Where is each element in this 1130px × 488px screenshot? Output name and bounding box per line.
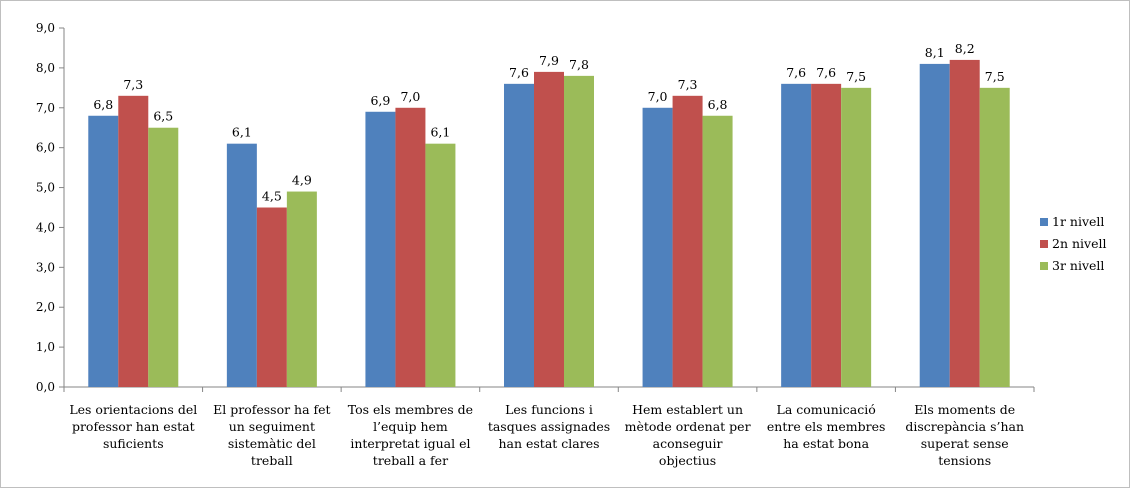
category-label: entre els membres bbox=[767, 419, 886, 434]
legend: 1r nivell 2n nivell 3r nivell bbox=[1040, 214, 1106, 273]
bar-1-1 bbox=[88, 115, 119, 387]
data-label: 6,1 bbox=[232, 125, 252, 140]
category-label: mètode ordenat per bbox=[625, 419, 751, 434]
bar-3-1 bbox=[148, 127, 179, 387]
category-label: ha estat bona bbox=[783, 436, 869, 451]
bar-2-7 bbox=[949, 59, 980, 388]
bar-2-1 bbox=[118, 95, 149, 388]
data-label: 7,5 bbox=[985, 69, 1005, 84]
y-axis: 0,0 1,0 2,0 3,0 4,0 5,0 6,0 7,0 8,0 9,0 bbox=[36, 21, 65, 394]
y-tick-label: 7,0 bbox=[36, 101, 55, 115]
bar-3-5 bbox=[702, 115, 733, 387]
bar-1-4 bbox=[504, 83, 534, 387]
bar-2-4 bbox=[534, 71, 564, 387]
bar-1-6 bbox=[781, 83, 812, 387]
data-label: 7,0 bbox=[648, 89, 668, 104]
data-label: 7,6 bbox=[816, 65, 836, 80]
bar-3-4 bbox=[564, 75, 594, 387]
bar-1-2 bbox=[226, 143, 257, 387]
bar-1-5 bbox=[642, 107, 673, 388]
data-labels: 6,8 7,3 6,5 6,1 4,5 4,9 6,9 7,0 6,1 7,6 7,9 7,8 7,0 7… bbox=[93, 41, 1004, 204]
category-label: discrepància s’han bbox=[905, 419, 1024, 434]
bar-2-2 bbox=[256, 207, 287, 387]
category-label: La comunicació bbox=[777, 402, 876, 417]
category-label: tensions bbox=[938, 453, 991, 468]
legend-swatch bbox=[1040, 262, 1048, 270]
bar-1-7 bbox=[919, 63, 950, 388]
y-tick-label: 0,0 bbox=[36, 380, 55, 394]
y-tick-label: 6,0 bbox=[36, 141, 55, 155]
legend-label: 3r nivell bbox=[1052, 258, 1104, 273]
legend-swatch bbox=[1040, 240, 1048, 248]
data-label: 7,8 bbox=[569, 57, 589, 72]
category-label: superat sense bbox=[921, 436, 1009, 451]
legend-swatch bbox=[1040, 218, 1048, 226]
legend-label: 1r nivell bbox=[1052, 214, 1104, 229]
data-label: 7,6 bbox=[786, 65, 806, 80]
y-tick-label: 5,0 bbox=[36, 181, 55, 195]
y-tick-label: 1,0 bbox=[36, 340, 55, 354]
y-tick-label: 4,0 bbox=[36, 220, 55, 234]
data-label: 8,1 bbox=[925, 45, 945, 60]
bar-3-3 bbox=[425, 143, 456, 387]
category-label: han estat clares bbox=[498, 436, 599, 451]
data-label: 7,6 bbox=[509, 65, 529, 80]
y-tick-label: 3,0 bbox=[36, 260, 55, 274]
bar-3-7 bbox=[979, 87, 1010, 387]
y-tick-label: 8,0 bbox=[36, 61, 55, 75]
bar-3-2 bbox=[286, 191, 317, 387]
category-label: treball bbox=[251, 453, 293, 468]
data-label: 7,5 bbox=[846, 69, 866, 84]
category-label: Les funcions i bbox=[505, 402, 593, 417]
data-label: 7,3 bbox=[678, 77, 698, 92]
data-label: 8,2 bbox=[955, 41, 975, 56]
bar-2-5 bbox=[672, 95, 703, 388]
category-label: Els moments de bbox=[914, 402, 1015, 417]
category-label: Tos els membres de bbox=[348, 402, 473, 417]
category-label: professor han estat bbox=[72, 419, 195, 434]
legend-label: 2n nivell bbox=[1052, 236, 1106, 251]
category-label: tasques assignades bbox=[488, 419, 610, 434]
category-label: El professor ha fet bbox=[213, 402, 330, 417]
category-label: Les orientacions del bbox=[69, 402, 197, 417]
category-label: l’equip hem bbox=[373, 419, 448, 434]
bars bbox=[88, 59, 1010, 388]
category-label: aconseguir bbox=[653, 436, 723, 451]
data-label: 6,1 bbox=[430, 125, 450, 140]
category-label: un seguiment bbox=[229, 419, 315, 434]
category-labels: Les orientacions del professor han estat s… bbox=[69, 402, 1024, 468]
bar-3-6 bbox=[841, 87, 872, 387]
data-label: 6,9 bbox=[370, 93, 390, 108]
data-label: 4,5 bbox=[262, 189, 282, 204]
y-tick-label: 2,0 bbox=[36, 300, 55, 314]
data-label: 6,8 bbox=[708, 97, 728, 112]
category-label: objectius bbox=[659, 453, 716, 468]
data-label: 7,9 bbox=[539, 53, 559, 68]
category-label: interpretat igual el bbox=[350, 436, 470, 451]
category-label: treball a fer bbox=[373, 453, 448, 468]
category-label: Hem establert un bbox=[632, 402, 743, 417]
data-label: 7,3 bbox=[123, 77, 143, 92]
bar-1-3 bbox=[365, 111, 396, 388]
data-label: 6,5 bbox=[153, 109, 173, 124]
category-label: suficients bbox=[103, 436, 164, 451]
bar-2-6 bbox=[811, 83, 842, 387]
y-tick-label: 9,0 bbox=[36, 21, 55, 35]
data-label: 6,8 bbox=[93, 97, 113, 112]
bar-2-3 bbox=[395, 107, 426, 388]
category-label: sistemàtic del bbox=[228, 436, 316, 451]
data-label: 4,9 bbox=[292, 173, 312, 188]
data-label: 7,0 bbox=[400, 89, 420, 104]
